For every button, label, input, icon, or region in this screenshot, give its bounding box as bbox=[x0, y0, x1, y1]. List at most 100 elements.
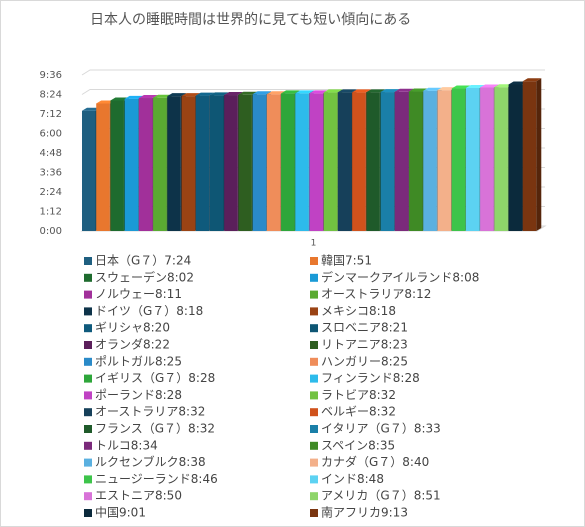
y-tick-label: 3:36 bbox=[40, 168, 62, 179]
legend-swatch bbox=[310, 391, 318, 400]
bar-top bbox=[380, 89, 400, 93]
y-tick-label: 8:24 bbox=[40, 90, 62, 101]
bar-top bbox=[281, 90, 300, 94]
bar bbox=[252, 94, 267, 232]
bar bbox=[522, 81, 537, 232]
legend-swatch bbox=[84, 357, 92, 366]
legend-label: 南アフリカ9:13 bbox=[321, 505, 408, 520]
bar-top bbox=[295, 90, 314, 94]
bar-top bbox=[337, 89, 357, 93]
legend-label: デンマークアイルランド8:08 bbox=[321, 269, 479, 284]
legend-swatch bbox=[310, 509, 318, 517]
legend-swatch bbox=[310, 341, 318, 349]
legend-label: ギリシャ8:20 bbox=[95, 321, 170, 335]
bar bbox=[82, 110, 96, 231]
legend-label: スウェーデン8:02 bbox=[95, 269, 194, 284]
legend-label: ベルギー8:32 bbox=[321, 405, 396, 419]
bar bbox=[281, 93, 295, 232]
bar-top bbox=[451, 85, 471, 89]
bar bbox=[195, 95, 210, 231]
bar-top bbox=[209, 92, 229, 96]
bar bbox=[323, 92, 338, 231]
legend-label: スペイン8:35 bbox=[321, 438, 395, 452]
y-tick-label: 6:00 bbox=[40, 129, 62, 140]
bar-top bbox=[224, 92, 243, 96]
legend-label: ポーランド8:28 bbox=[95, 388, 182, 402]
bar bbox=[409, 91, 423, 231]
legend-swatch bbox=[310, 290, 318, 299]
legend-label: オーストラリア8:32 bbox=[95, 405, 205, 419]
bar-top bbox=[465, 85, 485, 88]
bar-top bbox=[409, 88, 428, 92]
bar-top bbox=[437, 87, 456, 91]
legend-swatch bbox=[310, 425, 318, 433]
legend-swatch bbox=[310, 408, 318, 417]
bar bbox=[209, 95, 224, 231]
y-tick-label: 9:36 bbox=[40, 70, 62, 81]
y-tick-label: 2:24 bbox=[40, 187, 62, 198]
bar-top bbox=[238, 91, 257, 95]
legend-label: メキシコ8:18 bbox=[321, 304, 396, 318]
legend-swatch bbox=[310, 374, 318, 383]
bar-top bbox=[167, 93, 186, 97]
legend-label: インド8:48 bbox=[321, 472, 384, 486]
chart-title: 日本人の睡眠時間は世界的に見ても短い傾向にある bbox=[90, 12, 411, 28]
legend-label: 韓国7:51 bbox=[321, 254, 372, 268]
legend-label: イタリア（G７）8:33 bbox=[321, 422, 441, 436]
grid-line bbox=[81, 69, 545, 76]
bar bbox=[337, 92, 352, 231]
bar bbox=[238, 94, 252, 231]
bar-top bbox=[423, 87, 442, 91]
legend-swatch bbox=[310, 324, 318, 333]
legend-label: ラトビア8:32 bbox=[321, 388, 396, 402]
legend-swatch bbox=[84, 307, 92, 316]
legend-swatch bbox=[84, 374, 92, 383]
bar-top bbox=[124, 95, 144, 99]
bar-top bbox=[96, 100, 115, 104]
bar bbox=[465, 88, 480, 231]
legend-swatch bbox=[310, 441, 318, 450]
legend-label: トルコ8:34 bbox=[95, 438, 158, 452]
legend-swatch bbox=[84, 273, 92, 282]
legend-swatch bbox=[84, 391, 92, 400]
bar bbox=[437, 90, 451, 232]
bar-top bbox=[480, 84, 499, 88]
bar-top bbox=[82, 107, 101, 111]
bar-top bbox=[323, 89, 343, 93]
bar bbox=[124, 98, 139, 231]
bar bbox=[423, 90, 437, 231]
legend-swatch bbox=[84, 324, 92, 333]
bar-top bbox=[252, 91, 272, 95]
legend-swatch bbox=[310, 273, 318, 282]
legend-label: スロベニア8:21 bbox=[321, 321, 408, 335]
legend-swatch bbox=[310, 257, 318, 265]
bar bbox=[352, 92, 366, 231]
bar bbox=[110, 100, 124, 231]
bar bbox=[167, 96, 181, 231]
bar bbox=[309, 93, 324, 232]
legend-swatch bbox=[84, 425, 92, 433]
bar bbox=[366, 92, 380, 231]
legend-label: カナダ（G７）8:40 bbox=[321, 454, 429, 469]
bar bbox=[380, 92, 395, 231]
legend-swatch bbox=[84, 257, 92, 265]
bar bbox=[480, 87, 494, 231]
legend-swatch bbox=[310, 458, 318, 467]
bar-top bbox=[110, 97, 129, 101]
bar-top bbox=[352, 89, 371, 93]
bar bbox=[451, 88, 466, 232]
bar-top bbox=[394, 88, 414, 92]
bar-top bbox=[153, 94, 172, 98]
legend-label: ニュージーランド8:46 bbox=[95, 472, 218, 486]
legend-swatch bbox=[84, 475, 92, 484]
bar bbox=[181, 96, 196, 231]
legend-swatch bbox=[84, 341, 92, 349]
bar-side bbox=[536, 78, 542, 232]
bar-top bbox=[181, 93, 201, 97]
y-tick-label: 4:48 bbox=[40, 148, 62, 159]
bar-top bbox=[508, 81, 528, 85]
bar bbox=[96, 103, 110, 231]
legend-swatch bbox=[310, 475, 318, 484]
legend-label: フィンランド8:28 bbox=[321, 371, 420, 385]
